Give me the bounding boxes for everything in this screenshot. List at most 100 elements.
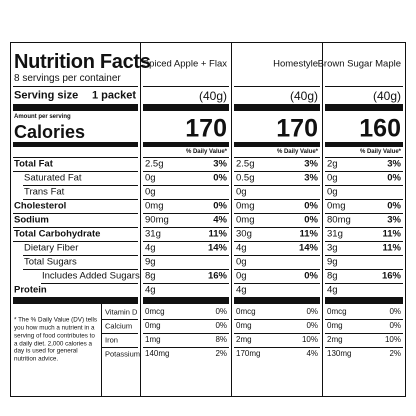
row-rule [325,185,403,186]
row-rule [143,227,229,228]
nutrient-label: Total Sugars [24,256,77,268]
rule [325,86,403,87]
vitamin-amount: 170mg [236,349,261,358]
rule-bar [13,104,138,111]
dv-header: % Daily Value* [359,149,401,155]
vitamin-amount: 0mcg [327,307,347,316]
nutrient-amount: 2.5g [236,158,255,170]
row-rule [325,213,403,214]
rule-bar [13,297,138,304]
vitamin-dv: 0% [215,307,227,316]
row-rule [41,283,138,284]
rule-bar [13,142,138,147]
calories-label: Calories [14,122,86,142]
row-rule [13,241,138,242]
calories: 160 [359,114,401,143]
daily-value: 3% [304,172,318,184]
daily-value: 16% [207,270,227,282]
nutrient-amount: 4g [236,242,247,254]
row-rule [23,255,138,256]
row-rule [13,227,138,228]
row-rule [234,171,320,172]
nutrient-amount: 4g [327,284,338,296]
row-rule [143,347,229,348]
nutrient-amount: 31g [145,228,161,240]
vitamin-amount: 1mg [145,335,161,344]
row-rule [234,347,320,348]
nutrient-amount: 0.5g [236,172,255,184]
rule-bar [234,297,320,304]
row-rule [325,171,403,172]
nutrient-label: Sodium [14,214,49,226]
row-rule [143,269,229,270]
vitamin-dv: 0% [215,321,227,330]
rule-bar [234,142,320,147]
daily-value: 11% [382,228,402,240]
row-rule [234,241,320,242]
row-rule [325,333,403,334]
daily-value: 3% [387,214,401,226]
vitamin-amount: 0mcg [236,307,256,316]
nutrient-amount: 0g [327,186,338,198]
column-divider [322,42,323,397]
vitamin-dv: 10% [384,335,401,344]
row-rule [23,185,138,186]
product-name: Homestyle [273,58,318,70]
row-rule [325,283,403,284]
nutrient-amount: 31g [327,228,343,240]
nutrient-amount: 0g [236,256,247,268]
row-rule [143,171,229,172]
nutrient-amount: 3g [327,242,338,254]
title: Nutrition Facts [14,51,151,73]
vitamin-label: Vitamin D [105,307,138,317]
nutrient-amount: 2.5g [145,158,164,170]
vitamin-amount: 140mg [145,349,170,358]
nutrient-label: Cholesterol [14,200,67,212]
amount-per-serving: Amount per serving [14,114,71,120]
dv-header: % Daily Value* [276,149,318,155]
border [405,42,406,397]
nutrient-label: Total Carbohydrate [14,228,101,240]
nutrient-amount: 4g [145,242,156,254]
vitamin-dv: 10% [301,335,318,344]
nutrient-amount: 4g [145,284,156,296]
row-rule [234,319,320,320]
daily-value: 11% [382,242,402,254]
vitamin-dv: 0% [306,307,318,316]
row-rule [234,185,320,186]
row-rule [143,319,229,320]
daily-value: 4% [213,214,227,226]
row-rule [143,241,229,242]
vitamin-dv: 2% [389,349,401,358]
row-rule [234,199,320,200]
nutrient-amount: 30g [236,228,252,240]
vitamin-dv: 0% [306,321,318,330]
vitamin-dv: 8% [215,335,227,344]
daily-value: 14% [298,242,318,254]
serving-weight: (40g) [198,89,227,103]
nutrient-amount: 0mg [327,200,346,212]
row-rule [325,199,403,200]
border [10,42,11,397]
daily-value: 11% [299,228,319,240]
footnote: * The % Daily Value (DV) tells you how m… [14,316,98,363]
vitamin-dv: 0% [389,307,401,316]
nutrient-label: Total Fat [14,158,53,170]
vitamin-amount: 2mg [327,335,343,344]
nutrient-amount: 0mg [236,200,255,212]
daily-value: 0% [387,172,401,184]
rule-bar [143,104,229,111]
rule-bar [325,104,403,111]
serving-size: 1 packet [91,89,136,102]
daily-value: 16% [381,270,401,282]
row-rule [143,255,229,256]
nutrient-label: Dietary Fiber [24,242,79,254]
daily-value: 0% [213,172,227,184]
row-rule [102,319,138,320]
serving-size-label: Serving size [14,89,79,102]
rule [143,86,229,87]
daily-value: 3% [213,158,227,170]
rule-bar [234,104,320,111]
row-rule [143,333,229,334]
